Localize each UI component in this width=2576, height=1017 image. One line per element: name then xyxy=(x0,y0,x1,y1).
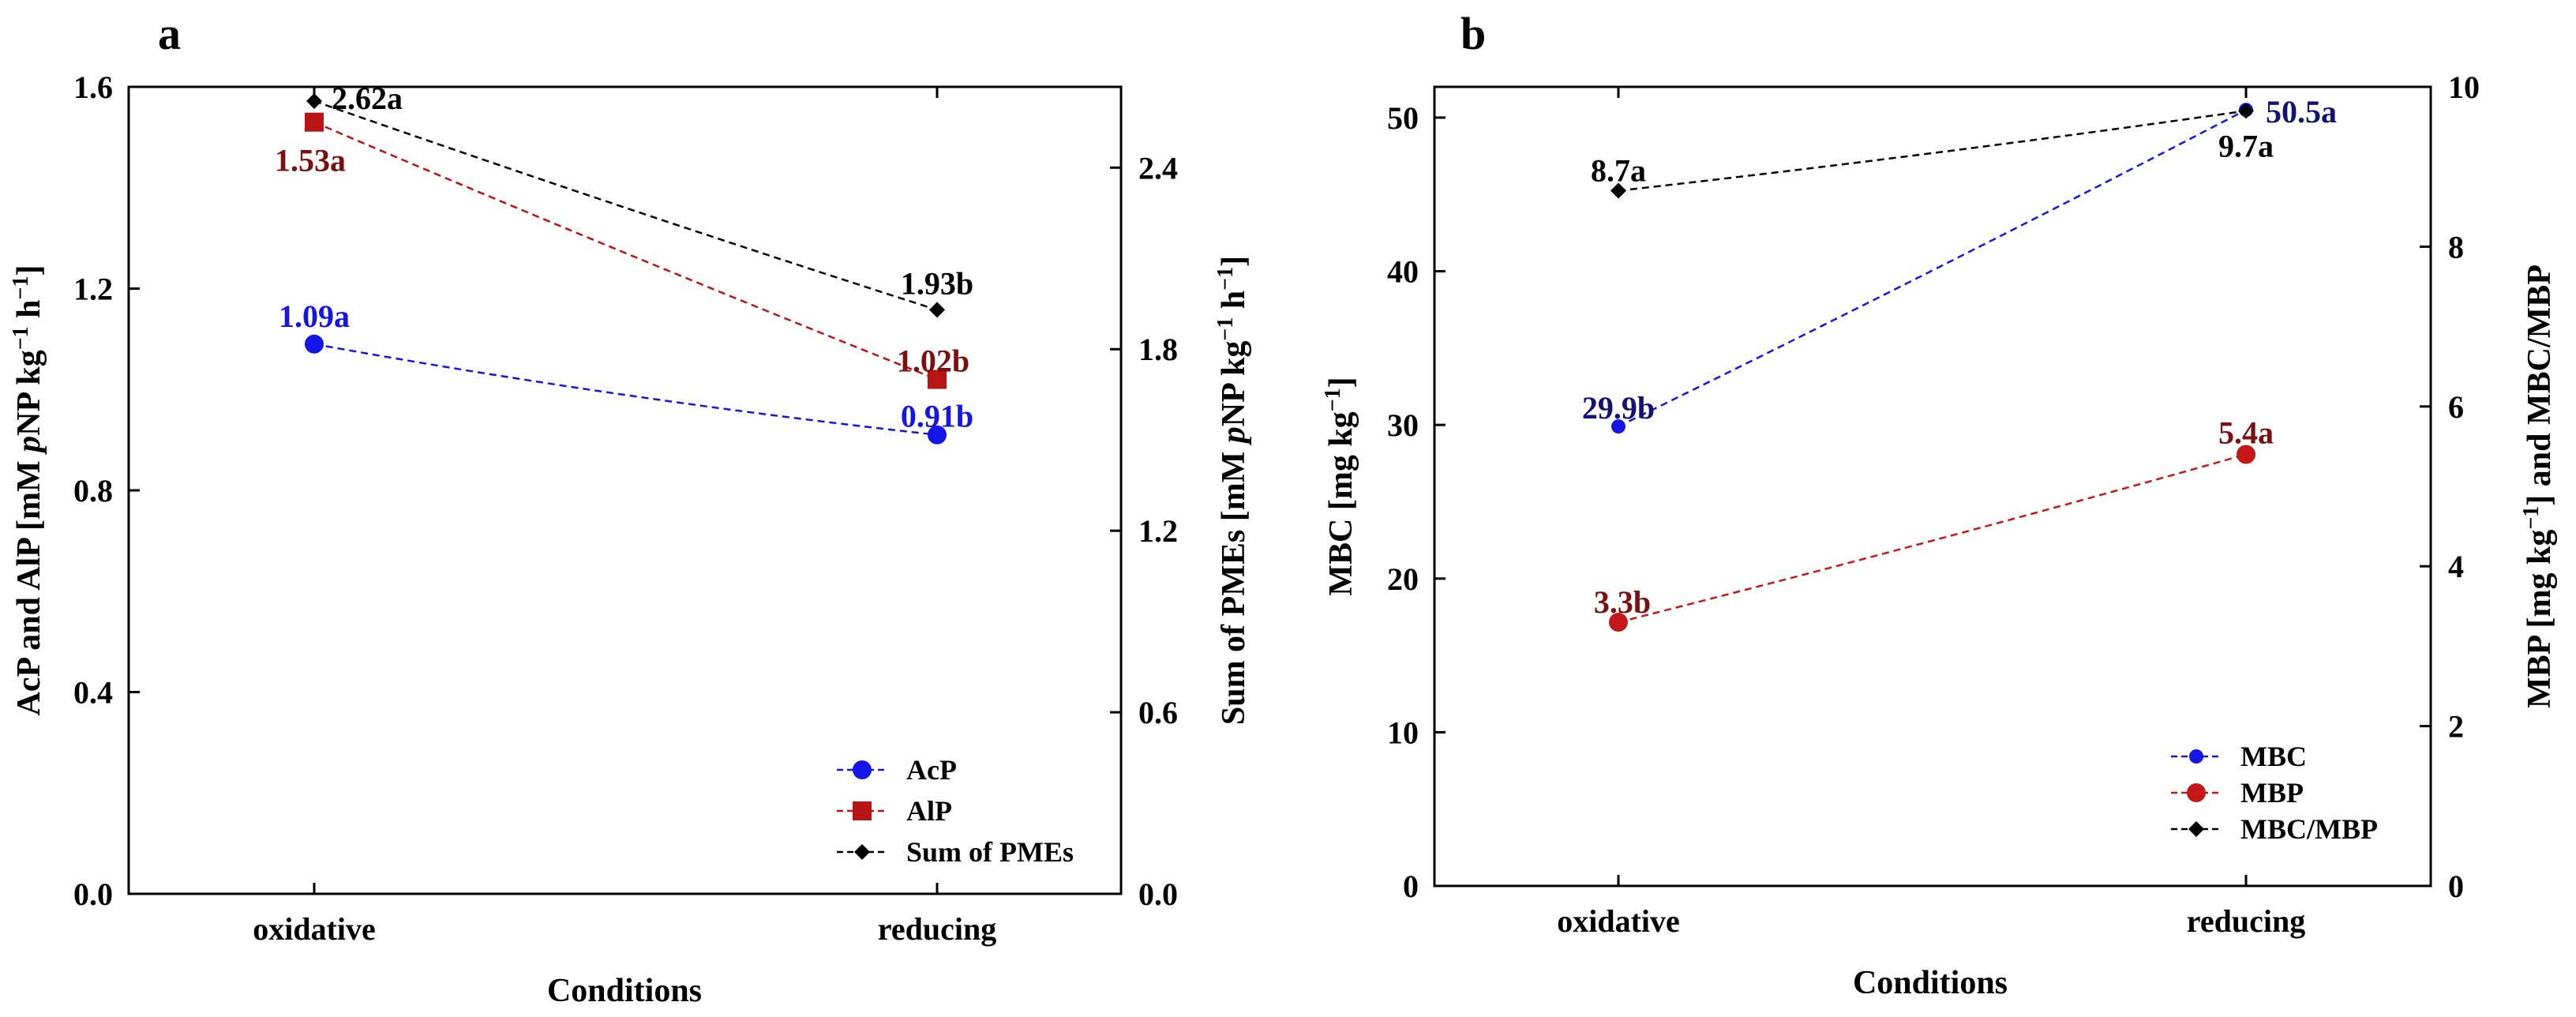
series-line-acp xyxy=(313,343,938,436)
panel-b-axes: 0 10 20 30 40 50 0 2 4 6 8 10 oxidative reducing xyxy=(1387,69,2480,939)
data-label-alp-reducing: 1.02b xyxy=(897,343,969,378)
data-label-sum-of-pmes-reducing: 1.93b xyxy=(901,265,973,301)
panel-a-left-y-axis-title: AcP and AlP [mM pNP kg−1 h−1] xyxy=(9,265,48,716)
right-y-tick-label: 0.6 xyxy=(1138,695,1178,730)
data-label-mbc-mbp-reducing: 9.7a xyxy=(2218,128,2274,163)
panel-a-data-labels: 1.09a 0.91b 1.53a 1.02b 2.62a 1.93b xyxy=(275,81,973,434)
right-y-tick-label: 6 xyxy=(2448,389,2464,425)
data-label-acp-oxidative: 1.09a xyxy=(279,298,350,334)
left-y-tick-label: 1.6 xyxy=(73,69,113,105)
right-y-tick-label: 8 xyxy=(2448,229,2464,265)
right-y-tick-label: 1.2 xyxy=(1138,513,1178,549)
marker-mbc-mbp-reducing xyxy=(2238,103,2254,119)
legend-label-mbc: MBC xyxy=(2240,741,2307,772)
marker-sum-of-pmes-oxidative xyxy=(306,93,322,110)
panel-b-plot-frame xyxy=(1433,85,2432,888)
panel-a-right-y-axis-title: Sum of PMEs [mM pNP kg−1 h−1] xyxy=(1213,256,1253,725)
right-y-tick-label: 10 xyxy=(2448,69,2480,105)
panel-a-axes: 0.0 0.4 0.8 1.2 1.6 0.0 0.6 1.2 1.8 2.4 oxidative r… xyxy=(73,69,1178,947)
left-y-tick-label: 0 xyxy=(1403,869,1419,904)
panel-a-plot-frame xyxy=(127,85,1123,895)
panel-b-x-axis-title: Conditions xyxy=(1853,965,2008,1001)
legend-label-mbc-mbp: MBC/MBP xyxy=(2240,813,2378,845)
panel-a-x-axis-title: Conditions xyxy=(547,973,702,1009)
marker-acp-reducing xyxy=(928,425,947,445)
data-label-acp-reducing: 0.91b xyxy=(901,399,973,434)
data-label-mbc-mbp-oxidative: 8.7a xyxy=(1591,153,1646,189)
legend-marker-alp xyxy=(853,801,872,820)
right-y-tick-label: 0 xyxy=(2448,869,2464,904)
data-label-mbp-reducing: 5.4a xyxy=(2218,415,2274,451)
data-label-sum-of-pmes-oxidative: 2.62a xyxy=(332,81,403,116)
legend-label-acp: AcP xyxy=(906,754,957,786)
right-y-tick-label: 2 xyxy=(2448,709,2464,745)
panel-b-legend: MBC MBP MBC/MBP xyxy=(2171,741,2378,845)
marker-alp-oxidative xyxy=(305,112,324,132)
panel-a-lines xyxy=(313,99,938,436)
right-y-tick-label: 1.8 xyxy=(1138,332,1178,367)
marker-mbc-oxidative xyxy=(1611,419,1625,434)
right-y-tick-label: 0.0 xyxy=(1138,876,1178,912)
series-line-mbc-mbp xyxy=(1618,110,2247,192)
panel-b: b 0 10 20 30 40 50 0 2 4 6 8 10 oxidative reducing 29… xyxy=(1321,8,2559,1001)
x-tick-label-reducing: reducing xyxy=(878,911,996,947)
x-tick-label-oxidative: oxidative xyxy=(253,911,376,947)
marker-acp-oxidative xyxy=(305,334,324,354)
right-y-tick-label: 4 xyxy=(2448,549,2464,584)
series-line-sum-of-pmes xyxy=(313,99,938,311)
left-y-tick-label: 0.4 xyxy=(73,675,113,711)
data-label-mbp-oxidative: 3.3b xyxy=(1594,584,1651,620)
marker-mbp-oxidative xyxy=(1609,613,1628,632)
left-y-tick-label: 1.2 xyxy=(73,272,113,307)
data-label-alp-oxidative: 1.53a xyxy=(275,143,346,178)
x-tick-label-oxidative: oxidative xyxy=(1557,903,1680,939)
panel-a: a 0.0 0.4 0.8 1.2 1.6 0.0 0.6 1.2 1.8 2.4 oxidativ… xyxy=(9,8,1253,1009)
legend-marker-sum-of-pmes xyxy=(854,844,870,860)
panel-b-marks xyxy=(1609,103,2255,632)
left-y-tick-label: 0.0 xyxy=(73,876,113,912)
marker-mbp-reducing xyxy=(2237,445,2255,464)
x-tick-label-reducing: reducing xyxy=(2187,903,2305,939)
left-y-tick-label: 50 xyxy=(1387,100,1419,136)
series-line-mbp xyxy=(1618,453,2247,624)
legend-label-alp: AlP xyxy=(906,795,952,827)
panel-b-lines xyxy=(1618,109,2247,624)
legend-marker-mbp xyxy=(2187,783,2206,802)
panel-b-letter: b xyxy=(1460,8,1486,59)
legend-label-mbp: MBP xyxy=(2240,777,2304,809)
marker-sum-of-pmes-reducing xyxy=(929,302,945,318)
left-y-tick-label: 10 xyxy=(1387,715,1419,750)
series-line-alp xyxy=(313,121,938,381)
right-y-tick-label: 2.4 xyxy=(1138,150,1178,186)
data-label-mbc-oxidative: 29.9b xyxy=(1582,390,1655,426)
left-y-tick-label: 20 xyxy=(1387,561,1419,597)
panel-b-data-labels: 29.9b 50.5a 3.3b 5.4a 8.7a 9.7a xyxy=(1582,94,2337,620)
panel-b-right-y-axis-title: MBP [mg kg−1] and MBC/MBP xyxy=(2519,265,2559,708)
panel-a-legend: AcP AlP Sum of PMEs xyxy=(837,754,1074,868)
left-y-tick-label: 40 xyxy=(1387,254,1419,290)
legend-marker-mbc-mbp xyxy=(2188,821,2204,837)
left-y-tick-label: 0.8 xyxy=(73,473,113,508)
panel-a-marks xyxy=(305,93,947,445)
marker-alp-reducing xyxy=(928,370,947,389)
legend-marker-mbc xyxy=(2189,749,2203,764)
legend-marker-acp xyxy=(853,760,872,779)
marker-mbc-mbp-oxidative xyxy=(1610,182,1626,199)
left-y-tick-label: 30 xyxy=(1387,407,1419,443)
series-line-mbc xyxy=(1618,109,2247,428)
panel-a-letter: a xyxy=(158,8,181,59)
data-label-mbc-reducing: 50.5a xyxy=(2266,94,2337,129)
legend-label-sum-of-pmes: Sum of PMEs xyxy=(906,836,1074,868)
panel-b-left-y-axis-title: MBC [mg kg−1] xyxy=(1321,377,1360,595)
